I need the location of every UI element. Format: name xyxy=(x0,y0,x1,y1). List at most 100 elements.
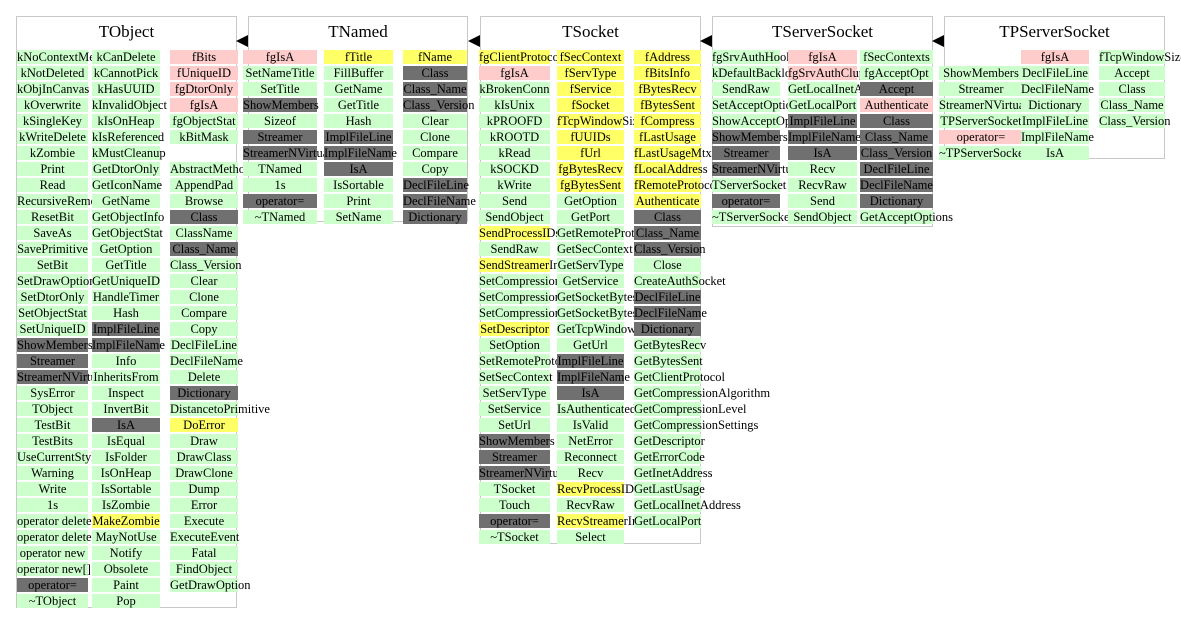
member-cell[interactable]: fUrl xyxy=(557,146,624,160)
member-cell[interactable]: DeclFileLine xyxy=(634,290,701,304)
member-cell[interactable]: SetAcceptOptions xyxy=(712,98,803,112)
member-cell[interactable]: HandleTimer xyxy=(92,290,160,304)
member-cell[interactable]: GetIconName xyxy=(92,178,163,192)
member-cell[interactable]: GetCompressionLevel xyxy=(634,402,747,416)
member-cell[interactable]: SetUrl xyxy=(479,418,550,432)
member-cell[interactable]: Streamer xyxy=(712,146,780,160)
member-cell[interactable]: NetError xyxy=(557,434,624,448)
member-cell[interactable]: Execute xyxy=(170,514,238,528)
member-cell[interactable]: ClassName xyxy=(170,226,238,240)
member-cell[interactable]: SetRemoteProtocol xyxy=(479,354,577,368)
member-cell[interactable]: SendProcessIDs xyxy=(479,226,561,240)
member-cell[interactable]: kIsReferenced xyxy=(92,130,165,144)
member-cell[interactable]: kMustCleanup xyxy=(92,146,166,160)
member-cell[interactable]: ~TServerSocket xyxy=(712,210,794,224)
member-cell[interactable]: fgDtorOnly xyxy=(170,82,238,96)
member-cell[interactable]: ~TPServerSocket xyxy=(939,146,1027,160)
member-cell[interactable]: IsFolder xyxy=(92,450,160,464)
member-cell[interactable]: Class xyxy=(1099,82,1165,96)
member-cell[interactable]: SetSecContext xyxy=(479,370,553,384)
member-cell[interactable]: operator new[] xyxy=(17,562,91,576)
member-cell[interactable]: GetTitle xyxy=(92,258,160,272)
member-cell[interactable]: ImplFileLine xyxy=(788,114,857,128)
member-cell[interactable]: ShowMembers xyxy=(479,434,555,448)
member-cell[interactable]: Notify xyxy=(92,546,160,560)
member-cell[interactable]: DistancetoPrimitive xyxy=(170,402,270,416)
member-cell[interactable]: FillBuffer xyxy=(324,66,393,80)
member-cell[interactable]: GetService xyxy=(557,274,624,288)
member-cell[interactable]: kSingleKey xyxy=(17,114,88,128)
member-cell[interactable]: fgIsA xyxy=(479,66,550,80)
member-cell[interactable]: operator= xyxy=(939,130,1023,144)
member-cell[interactable]: ExecuteEvent xyxy=(170,530,240,544)
member-cell[interactable]: fgSrvAuthClupHook xyxy=(788,66,893,80)
member-cell[interactable]: Error xyxy=(170,498,238,512)
member-cell[interactable]: fgIsA xyxy=(170,98,238,112)
member-cell[interactable]: operator delete[] xyxy=(17,530,100,544)
member-cell[interactable]: GetBytesSent xyxy=(634,354,703,368)
member-cell[interactable]: TestBits xyxy=(17,434,88,448)
member-cell[interactable]: fBytesRecv xyxy=(634,82,701,96)
member-cell[interactable]: GetSocketBytesSent xyxy=(557,306,660,320)
member-cell[interactable]: SetNameTitle xyxy=(243,66,317,80)
member-cell[interactable]: operator= xyxy=(17,578,88,592)
member-cell[interactable]: GetObjectStat xyxy=(92,226,163,240)
member-cell[interactable]: GetOption xyxy=(557,194,624,208)
member-cell[interactable]: fService xyxy=(557,82,624,96)
member-cell[interactable]: GetBytesRecv xyxy=(634,338,707,352)
member-cell[interactable]: GetLocalPort xyxy=(634,514,702,528)
member-cell[interactable]: TObject xyxy=(17,402,88,416)
member-cell[interactable]: Select xyxy=(557,530,624,544)
member-cell[interactable]: RecvProcessIDs xyxy=(557,482,639,496)
member-cell[interactable]: Pop xyxy=(92,594,160,608)
member-cell[interactable]: ImplFileName xyxy=(557,370,630,384)
member-cell[interactable]: SendObject xyxy=(788,210,857,224)
member-cell[interactable]: SetDescriptor xyxy=(479,322,550,336)
member-cell[interactable]: SaveAs xyxy=(17,226,88,240)
member-cell[interactable]: kObjInCanvas xyxy=(17,82,90,96)
member-cell[interactable]: operator new xyxy=(17,546,88,560)
member-cell[interactable]: Clear xyxy=(403,114,467,128)
member-cell[interactable]: DeclFileName xyxy=(403,194,476,208)
member-cell[interactable]: TestBit xyxy=(17,418,88,432)
member-cell[interactable]: kBrokenConn xyxy=(479,82,550,96)
member-cell[interactable]: Class xyxy=(170,210,238,224)
member-cell[interactable]: ImplFileName xyxy=(324,146,397,160)
member-cell[interactable]: GetRemoteProtocol xyxy=(557,226,657,240)
member-cell[interactable]: kHasUUID xyxy=(92,82,160,96)
member-cell[interactable]: Info xyxy=(92,354,160,368)
member-cell[interactable]: GetDrawOption xyxy=(170,578,251,592)
member-cell[interactable]: StreamerNVirtual xyxy=(712,162,801,176)
member-cell[interactable]: fRemoteProtocol xyxy=(634,178,720,192)
member-cell[interactable]: Touch xyxy=(479,498,550,512)
member-cell[interactable]: Class_Name xyxy=(403,82,467,96)
member-cell[interactable]: Hash xyxy=(324,114,393,128)
member-cell[interactable]: ~TObject xyxy=(17,594,88,608)
member-cell[interactable]: GetCompressionSettings xyxy=(634,418,759,432)
member-cell[interactable]: SetDtorOnly xyxy=(17,290,88,304)
member-cell[interactable]: Sizeof xyxy=(243,114,317,128)
member-cell[interactable]: fgClientProtocol xyxy=(479,50,563,64)
member-cell[interactable]: Hash xyxy=(92,306,160,320)
member-cell[interactable]: fLastUsage xyxy=(634,130,701,144)
member-cell[interactable]: fgIsA xyxy=(243,50,317,64)
member-cell[interactable]: DeclFileLine xyxy=(403,178,469,192)
member-cell[interactable]: Draw xyxy=(170,434,238,448)
member-cell[interactable]: GetUniqueID xyxy=(92,274,161,288)
member-cell[interactable]: ShowMembers xyxy=(243,98,319,112)
member-cell[interactable]: MakeZombie xyxy=(92,514,160,528)
member-cell[interactable]: GetLastUsage xyxy=(634,482,705,496)
member-cell[interactable]: Class_Name xyxy=(1099,98,1165,112)
member-cell[interactable]: InheritsFrom xyxy=(92,370,160,384)
member-cell[interactable]: CreateAuthSocket xyxy=(634,274,726,288)
member-cell[interactable]: fTcpWindowSize xyxy=(557,114,644,128)
member-cell[interactable]: Class_Name xyxy=(170,242,238,256)
member-cell[interactable]: DoError xyxy=(170,418,238,432)
member-cell[interactable]: kNoContextMenu xyxy=(17,50,108,64)
member-cell[interactable]: ShowMembers xyxy=(939,66,1023,80)
member-cell[interactable]: kCanDelete xyxy=(92,50,160,64)
member-cell[interactable]: kZombie xyxy=(17,146,88,160)
member-cell[interactable]: fSecContexts xyxy=(860,50,933,64)
member-cell[interactable]: GetDtorOnly xyxy=(92,162,160,176)
member-cell[interactable]: Copy xyxy=(170,322,238,336)
